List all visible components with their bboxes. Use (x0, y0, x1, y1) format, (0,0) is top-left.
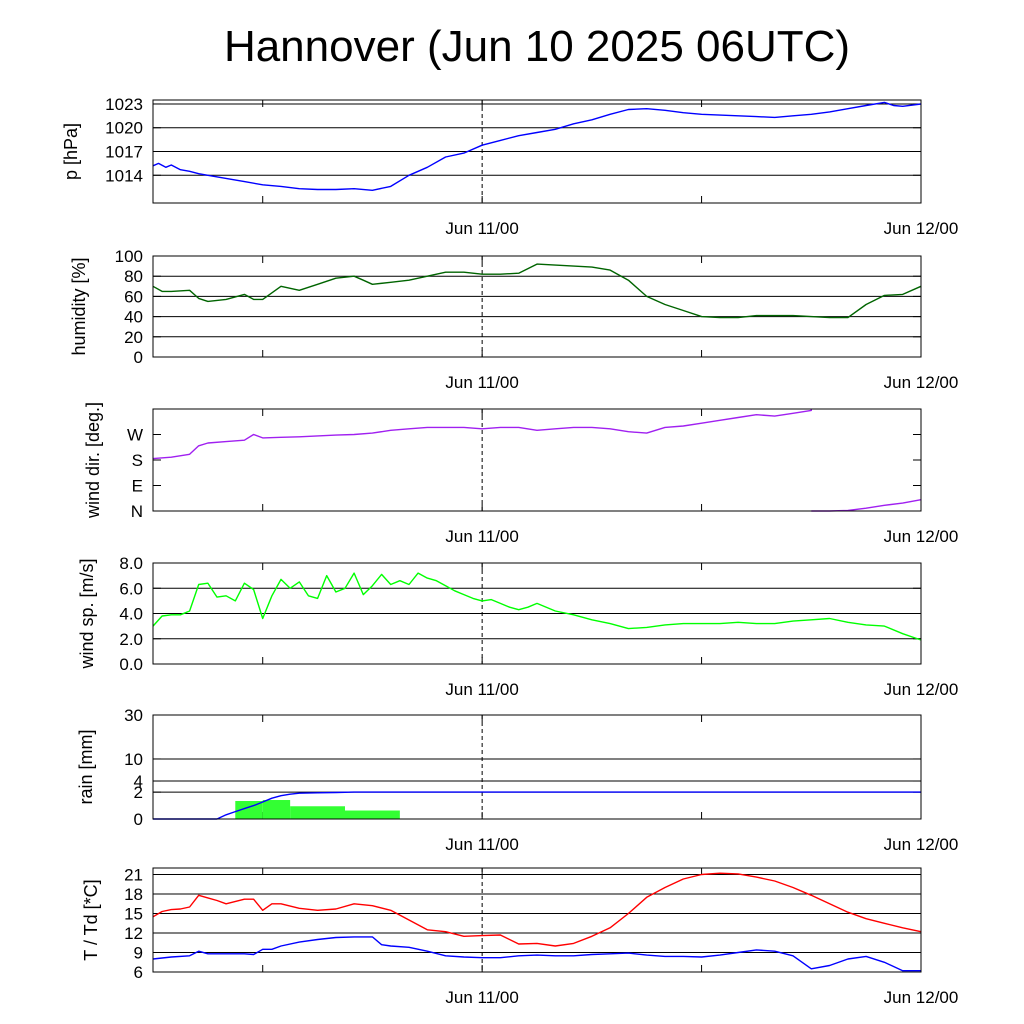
temperature-series-line (152, 936, 921, 972)
plot-frame (152, 408, 922, 512)
rain-bar (262, 800, 291, 819)
wind_dir-series-line (811, 499, 922, 512)
y-tick-label: 1014 (105, 166, 143, 185)
y-tick-label: 6.0 (119, 579, 143, 598)
y-tick-label: 8.0 (119, 554, 143, 573)
x-tick-label: Jun 12/00 (884, 988, 959, 1007)
y-tick-label: 0 (134, 810, 143, 829)
y-tick-label: 0.0 (119, 655, 143, 674)
y-tick-label: 4 (134, 772, 143, 791)
y-tick-label: 21 (124, 866, 143, 885)
x-tick-label: Jun 11/00 (445, 835, 518, 854)
plot-frame (152, 255, 922, 358)
y-axis-label: T / Td [*C] (81, 879, 101, 960)
y-axis-label: rain [mm] (76, 729, 96, 804)
y-tick-label: 6 (134, 963, 143, 982)
panel-rain: 0 24 10 30 Jun 11/00 Jun 12/00 rain [mm] (76, 706, 958, 854)
rain-bar (345, 810, 400, 819)
x-tick-label: Jun 12/00 (884, 835, 959, 854)
wind_speed-series-line (152, 572, 922, 641)
x-tick-label: Jun 12/00 (884, 680, 959, 699)
y-tick-label: 10 (124, 750, 143, 769)
y-tick-label: W (127, 426, 143, 445)
x-tick-label: Jun 11/00 (445, 219, 518, 238)
y-tick-label: 15 (124, 905, 143, 924)
plot-frame (152, 562, 922, 665)
rain-bar (290, 806, 345, 819)
y-tick-label: 80 (124, 267, 143, 286)
y-axis-label: wind sp. [m/s] (77, 558, 97, 669)
y-tick-label: 4.0 (119, 605, 143, 624)
x-tick-label: Jun 12/00 (884, 219, 959, 238)
x-tick-label: Jun 12/00 (884, 373, 959, 392)
y-tick-label: 12 (124, 924, 143, 943)
y-tick-label: 18 (124, 885, 143, 904)
y-tick-label: N (131, 502, 143, 521)
y-tick-label: 60 (124, 287, 143, 306)
rain-series-line (153, 791, 921, 820)
plot-frame (152, 867, 922, 973)
panel-wind-speed: 0.0 2.0 4.0 6.0 8.0 Jun 11/00 Jun 12/00 wind sp… (77, 554, 958, 699)
panel-pressure: 1014 1017 1020 1023 Jun 11/00 Jun 12/00 p [hPa… (61, 95, 958, 238)
temperature-series-line (152, 872, 922, 947)
y-tick-label: E (132, 477, 143, 496)
y-tick-label: 1017 (105, 143, 143, 162)
humidity-series-line (152, 263, 922, 319)
plot-frame (152, 99, 922, 204)
x-tick-label: Jun 11/00 (445, 680, 518, 699)
chart-title: Hannover (Jun 10 2025 06UTC) (223, 22, 851, 71)
y-tick-label: 9 (134, 944, 143, 963)
y-tick-label: S (132, 451, 143, 470)
y-axis-label: wind dir. [deg.] (83, 402, 103, 519)
y-tick-label: 0 (134, 348, 143, 367)
x-tick-label: Jun 11/00 (445, 988, 518, 1007)
y-tick-label: 1023 (105, 95, 143, 114)
rain-bar (235, 800, 263, 819)
wind_dir-series-line (152, 409, 812, 460)
y-axis-label: p [hPa] (61, 123, 81, 180)
x-tick-label: Jun 11/00 (445, 527, 518, 546)
y-tick-label: 1020 (105, 119, 143, 138)
y-axis-label: humidity [%] (69, 257, 89, 355)
plot-frame (152, 714, 922, 820)
y-tick-label: 2.0 (119, 630, 143, 649)
x-tick-label: Jun 11/00 (445, 373, 518, 392)
pressure-series-line (152, 101, 922, 192)
y-tick-label: 20 (124, 328, 143, 347)
y-tick-label: 30 (124, 706, 143, 725)
y-tick-label: 40 (124, 308, 143, 327)
x-tick-label: Jun 12/00 (884, 527, 959, 546)
y-tick-label: 2 (134, 783, 143, 802)
y-tick-label: 100 (115, 247, 143, 266)
